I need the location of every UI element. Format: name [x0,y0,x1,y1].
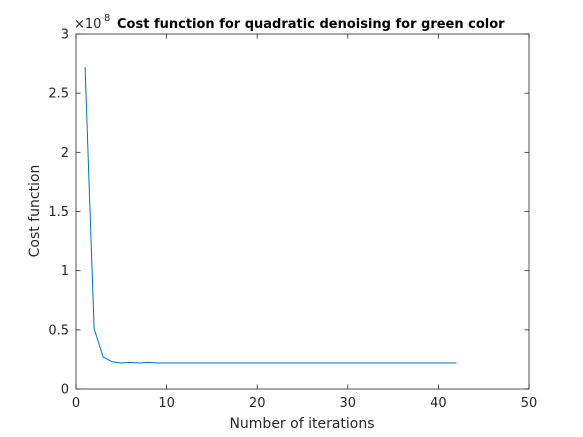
y-tick-label: 1.5 [48,205,69,220]
plot-area [76,34,529,389]
y-tick-label: 1 [61,264,69,279]
x-tick-label: 50 [521,396,538,411]
x-tick-labels: 0 10 20 30 40 50 [72,396,537,411]
y-tick-label: 3 [61,28,69,43]
x-tick-label: 30 [340,396,357,411]
x-tick-label: 20 [249,396,266,411]
chart-title: Cost function for quadratic denoising fo… [117,17,505,32]
series-layer [84,67,457,364]
x-tick-label: 0 [72,396,80,411]
y-axis-label: Cost function [27,165,43,258]
y-tick-labels: 0 0.5 1 1.5 2 2.5 3 [48,28,69,398]
y-tick-label: 0 [61,383,69,398]
y-axis-multiplier-exponent: 8 [104,13,110,24]
y-tick-label: 0.5 [48,323,69,338]
axes-box [75,33,530,390]
x-tick-label: 10 [158,396,175,411]
y-axis-multiplier: ×10 [74,17,101,32]
y-tick-label: 2.5 [48,87,69,102]
series-line [84,67,457,364]
y-tick-label: 2 [61,146,69,161]
x-axis-label: Number of iterations [229,416,374,432]
x-tick-label: 40 [430,396,447,411]
